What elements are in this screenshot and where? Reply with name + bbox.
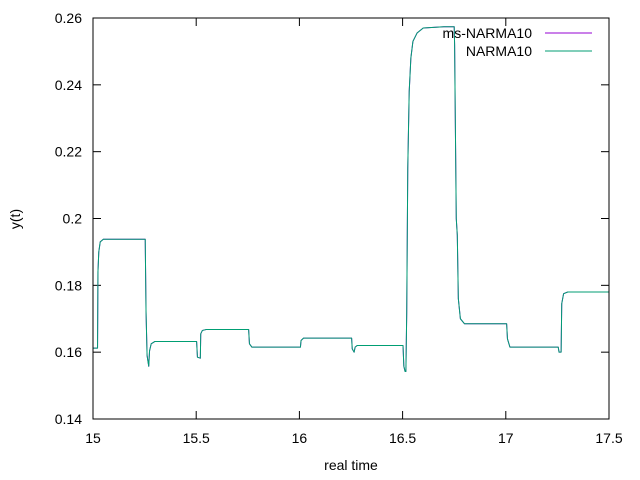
y-axis-title: y(t) [7, 209, 23, 229]
y-tick-label: 0.18 [55, 277, 82, 293]
series-line-0 [93, 26, 609, 373]
x-tick-label: 15.5 [183, 430, 210, 446]
y-tick-label: 0.16 [55, 344, 82, 360]
legend-label: NARMA10 [466, 43, 532, 59]
x-tick-label: 16 [292, 430, 308, 446]
y-tick-label: 0.2 [63, 211, 83, 227]
x-tick-label: 17.5 [595, 430, 622, 446]
y-tick-label: 0.14 [55, 411, 82, 427]
plot-frame [92, 17, 610, 420]
series-lines [93, 26, 609, 373]
y-tick-label: 0.24 [55, 77, 82, 93]
series-line-1 [93, 26, 609, 373]
y-tick-label: 0.26 [55, 10, 82, 26]
legend: ms-NARMA10 NARMA10 [443, 25, 592, 59]
x-tick-label: 17 [498, 430, 514, 446]
x-tick-label: 16.5 [389, 430, 416, 446]
x-tick-label: 15 [85, 430, 101, 446]
legend-label: ms-NARMA10 [443, 25, 533, 41]
x-axis-title: real time [324, 457, 378, 473]
y-tick-label: 0.22 [55, 144, 82, 160]
axis-ticks: 15 15.5 16 16.5 17 17.5 0.14 0.16 0.18 0.2 0.22 0.2… [55, 10, 623, 446]
